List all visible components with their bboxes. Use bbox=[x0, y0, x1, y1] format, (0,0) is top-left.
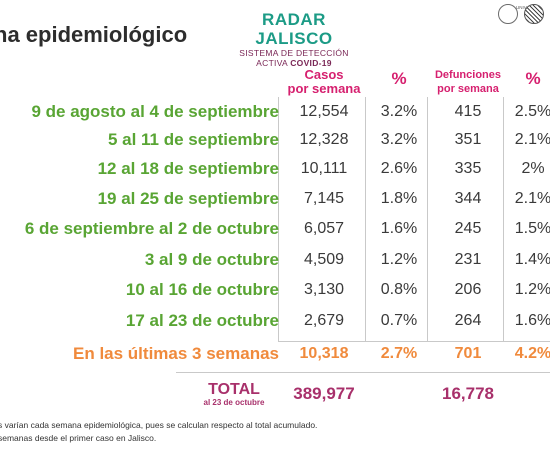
column-divider bbox=[365, 97, 366, 341]
week-period: 19 al 25 de septiembre bbox=[97, 189, 279, 208]
summary-deaths: 701 bbox=[454, 345, 482, 362]
weekly-deaths: 344 bbox=[454, 190, 482, 207]
week-period: 5 al 11 de septiembre bbox=[107, 130, 279, 149]
table-row: 9 de agosto al 4 de septiembre 12,554 3.… bbox=[0, 100, 550, 130]
table-row: 3 al 9 de octubre 4,509 1.2% 231 1.4% bbox=[0, 248, 550, 278]
weekly-deaths-pct: 2.5% bbox=[514, 103, 550, 120]
total-label: TOTAL al 23 de octubre bbox=[203, 381, 265, 408]
summary-deaths-pct: 4.2% bbox=[514, 345, 550, 362]
deaths-header: Defunciones por semana bbox=[434, 69, 501, 95]
summary-cases: 10,318 bbox=[299, 345, 349, 362]
summary-cases-pct: 2.7% bbox=[380, 345, 418, 362]
radar-jalisco-logo: RADAR JALISCO SISTEMA DE DETECCIÓN ACTIV… bbox=[229, 10, 359, 68]
brand-subtitle-line1: SISTEMA DE DETECCIÓN bbox=[239, 48, 349, 58]
week-period: 10 al 16 de octubre bbox=[125, 280, 279, 299]
week-period: 12 al 18 de septiembre bbox=[97, 159, 279, 178]
state-coat-of-arms-icon bbox=[524, 4, 544, 24]
weekly-deaths: 351 bbox=[454, 131, 482, 148]
weekly-deaths: 264 bbox=[454, 312, 482, 329]
weekly-cases-pct: 1.2% bbox=[380, 251, 418, 268]
weekly-deaths: 231 bbox=[454, 251, 482, 268]
weekly-cases: 4,509 bbox=[303, 251, 345, 268]
weekly-cases: 2,679 bbox=[303, 312, 345, 329]
week-period: 17 al 23 de octubre bbox=[125, 311, 279, 330]
weekly-deaths-pct: 2.1% bbox=[514, 131, 550, 148]
weekly-cases-pct: 1.6% bbox=[380, 220, 418, 237]
weekly-cases-pct: 0.7% bbox=[380, 312, 418, 329]
weekly-cases-pct: 0.8% bbox=[380, 281, 418, 298]
table-row: 17 al 23 de octubre 2,679 0.7% 264 1.6% bbox=[0, 309, 550, 339]
cases-pct-header: % bbox=[391, 69, 407, 88]
weekly-cases: 7,145 bbox=[303, 190, 345, 207]
weekly-deaths-pct: 1.5% bbox=[514, 220, 550, 237]
weekly-cases: 6,057 bbox=[303, 220, 345, 237]
weekly-deaths: 335 bbox=[454, 160, 482, 177]
total-deaths: 16,778 bbox=[442, 384, 494, 403]
column-divider bbox=[427, 97, 428, 341]
weekly-cases: 3,130 bbox=[303, 281, 345, 298]
week-period: 3 al 9 de octubre bbox=[144, 250, 279, 269]
summary-row: En las últimas 3 semanas 10,318 2.7% 701… bbox=[0, 342, 550, 372]
cases-header: Casos por semana bbox=[287, 67, 361, 96]
total-divider bbox=[176, 372, 550, 373]
table-row: 5 al 11 de septiembre 12,328 3.2% 351 2.… bbox=[0, 128, 550, 158]
page-title: na epidemiológico bbox=[0, 22, 188, 47]
university-seal-icon bbox=[498, 4, 518, 24]
week-period: 9 de agosto al 4 de septiembre bbox=[31, 102, 279, 121]
table-row: 10 al 16 de octubre 3,130 0.8% 206 1.2% bbox=[0, 278, 550, 308]
brand-subtitle-line2: ACTIVA COVID-19 bbox=[256, 58, 332, 68]
weekly-deaths: 206 bbox=[454, 281, 482, 298]
column-divider bbox=[503, 97, 504, 341]
week-period: 6 de septiembre al 2 de octubre bbox=[24, 219, 279, 238]
weekly-cases: 10,111 bbox=[300, 160, 348, 177]
table-row: 12 al 18 de septiembre 10,111 2.6% 335 2… bbox=[0, 157, 550, 187]
weekly-cases-pct: 3.2% bbox=[380, 131, 418, 148]
weekly-deaths-pct: 1.6% bbox=[514, 312, 550, 329]
weekly-cases: 12,328 bbox=[299, 131, 349, 148]
table-row: 6 de septiembre al 2 de octubre 6,057 1.… bbox=[0, 217, 550, 247]
weekly-deaths: 245 bbox=[454, 220, 482, 237]
weekly-deaths-pct: 2% bbox=[521, 160, 545, 177]
footnote-line-2: semanas desde el primer caso en Jalisco. bbox=[0, 433, 157, 443]
footnote-line-1: s varían cada semana epidemiológica, pue… bbox=[0, 420, 318, 430]
weekly-cases-pct: 2.6% bbox=[380, 160, 418, 177]
total-cases: 389,977 bbox=[293, 384, 355, 403]
weekly-deaths-pct: 1.2% bbox=[514, 281, 550, 298]
weekly-deaths: 415 bbox=[454, 103, 482, 120]
weekly-deaths-pct: 1.4% bbox=[514, 251, 550, 268]
deaths-pct-header: % bbox=[525, 69, 541, 88]
weekly-cases-pct: 1.8% bbox=[380, 190, 418, 207]
brand-name: RADAR JALISCO bbox=[255, 10, 333, 48]
summary-period: En las últimas 3 semanas bbox=[73, 344, 279, 363]
column-divider bbox=[278, 97, 279, 341]
summary-divider bbox=[278, 341, 550, 342]
weekly-cases: 12,554 bbox=[299, 103, 349, 120]
weekly-deaths-pct: 2.1% bbox=[514, 190, 550, 207]
weekly-cases-pct: 3.2% bbox=[380, 103, 418, 120]
table-row: 19 al 25 de septiembre 7,145 1.8% 344 2.… bbox=[0, 187, 550, 217]
